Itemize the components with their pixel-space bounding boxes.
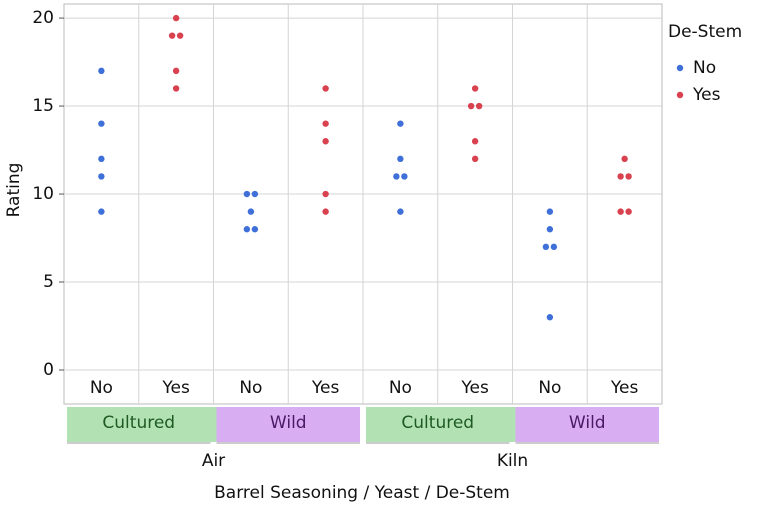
y-tick-label: 0 — [43, 360, 54, 380]
yeast-label: Cultured — [401, 413, 474, 433]
data-point — [471, 138, 479, 145]
yeast-band — [67, 407, 217, 442]
data-point — [247, 208, 255, 215]
data-point — [471, 85, 479, 92]
x-tick-label: No — [538, 378, 561, 398]
data-point — [172, 14, 180, 22]
data-point — [397, 120, 404, 127]
data-point — [467, 102, 475, 110]
data-point — [251, 190, 259, 198]
y-tick-label: 5 — [43, 272, 54, 292]
y-tick-label: 20 — [32, 8, 54, 28]
legend-label: Yes — [692, 85, 721, 105]
data-point — [172, 67, 180, 75]
data-point — [546, 208, 554, 215]
data-point — [322, 208, 329, 215]
legend-marker — [676, 91, 684, 99]
data-point — [401, 173, 408, 180]
data-point — [393, 173, 400, 180]
data-point — [625, 173, 632, 180]
x-tick-label: Yes — [161, 378, 190, 398]
data-point — [98, 208, 105, 215]
data-point — [168, 32, 176, 39]
x-tick-label: Yes — [460, 378, 489, 398]
data-point — [546, 226, 554, 233]
data-point — [243, 226, 251, 233]
x-axis-title: Barrel Seasoning / Yeast / De-Stem — [214, 483, 510, 503]
data-point — [322, 190, 329, 198]
data-point — [172, 85, 180, 92]
yeast-label: Wild — [569, 413, 606, 433]
legend-label: No — [693, 58, 716, 78]
data-point — [176, 32, 184, 39]
yeast-band — [366, 407, 516, 442]
legend-marker — [676, 64, 684, 72]
x-tick-label: No — [389, 378, 412, 398]
data-point — [475, 102, 483, 110]
data-point — [542, 243, 550, 251]
x-tick-label: No — [90, 378, 113, 398]
data-point — [98, 120, 105, 127]
data-point — [98, 155, 105, 163]
data-point — [243, 190, 251, 198]
data-point — [621, 155, 628, 163]
yeast-band — [515, 407, 659, 442]
data-point — [251, 226, 259, 233]
yeast-label: Cultured — [102, 413, 175, 433]
y-axis-title: Rating — [4, 163, 24, 218]
data-point — [397, 208, 404, 215]
x-tick-label: Yes — [610, 378, 639, 398]
data-point — [546, 314, 554, 321]
barrel-label: Kiln — [497, 451, 528, 471]
y-tick-label: 15 — [32, 96, 54, 116]
data-point — [397, 155, 404, 163]
data-point — [322, 138, 329, 145]
data-point — [471, 155, 479, 163]
x-tick-label: Yes — [311, 378, 340, 398]
yeast-band — [216, 407, 360, 442]
data-point — [550, 243, 558, 251]
data-point — [98, 67, 105, 75]
x-tick-label: No — [239, 378, 262, 398]
data-point — [322, 85, 329, 92]
data-point — [625, 208, 632, 215]
data-point — [322, 120, 329, 127]
y-tick-label: 10 — [32, 184, 54, 204]
legend-title: De-Stem — [668, 22, 742, 42]
barrel-label: Air — [202, 451, 225, 471]
yeast-label: Wild — [270, 413, 307, 433]
data-point — [617, 208, 624, 215]
data-point — [98, 173, 105, 180]
data-point — [617, 173, 624, 180]
